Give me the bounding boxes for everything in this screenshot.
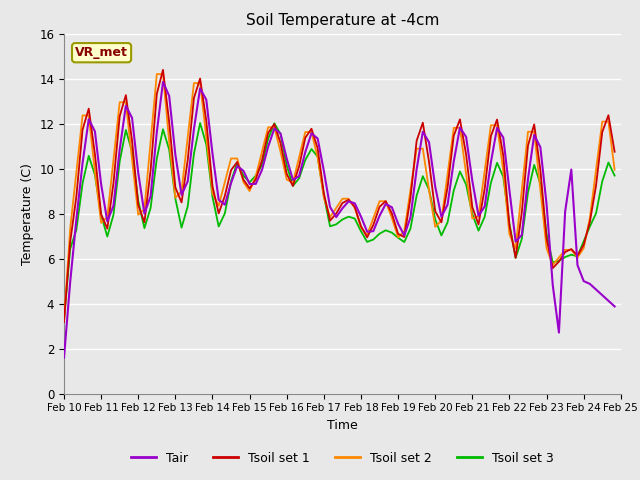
Legend: Tair, Tsoil set 1, Tsoil set 2, Tsoil set 3: Tair, Tsoil set 1, Tsoil set 2, Tsoil se… xyxy=(126,447,559,469)
Title: Soil Temperature at -4cm: Soil Temperature at -4cm xyxy=(246,13,439,28)
Text: VR_met: VR_met xyxy=(75,46,128,59)
Y-axis label: Temperature (C): Temperature (C) xyxy=(20,163,34,264)
X-axis label: Time: Time xyxy=(327,419,358,432)
